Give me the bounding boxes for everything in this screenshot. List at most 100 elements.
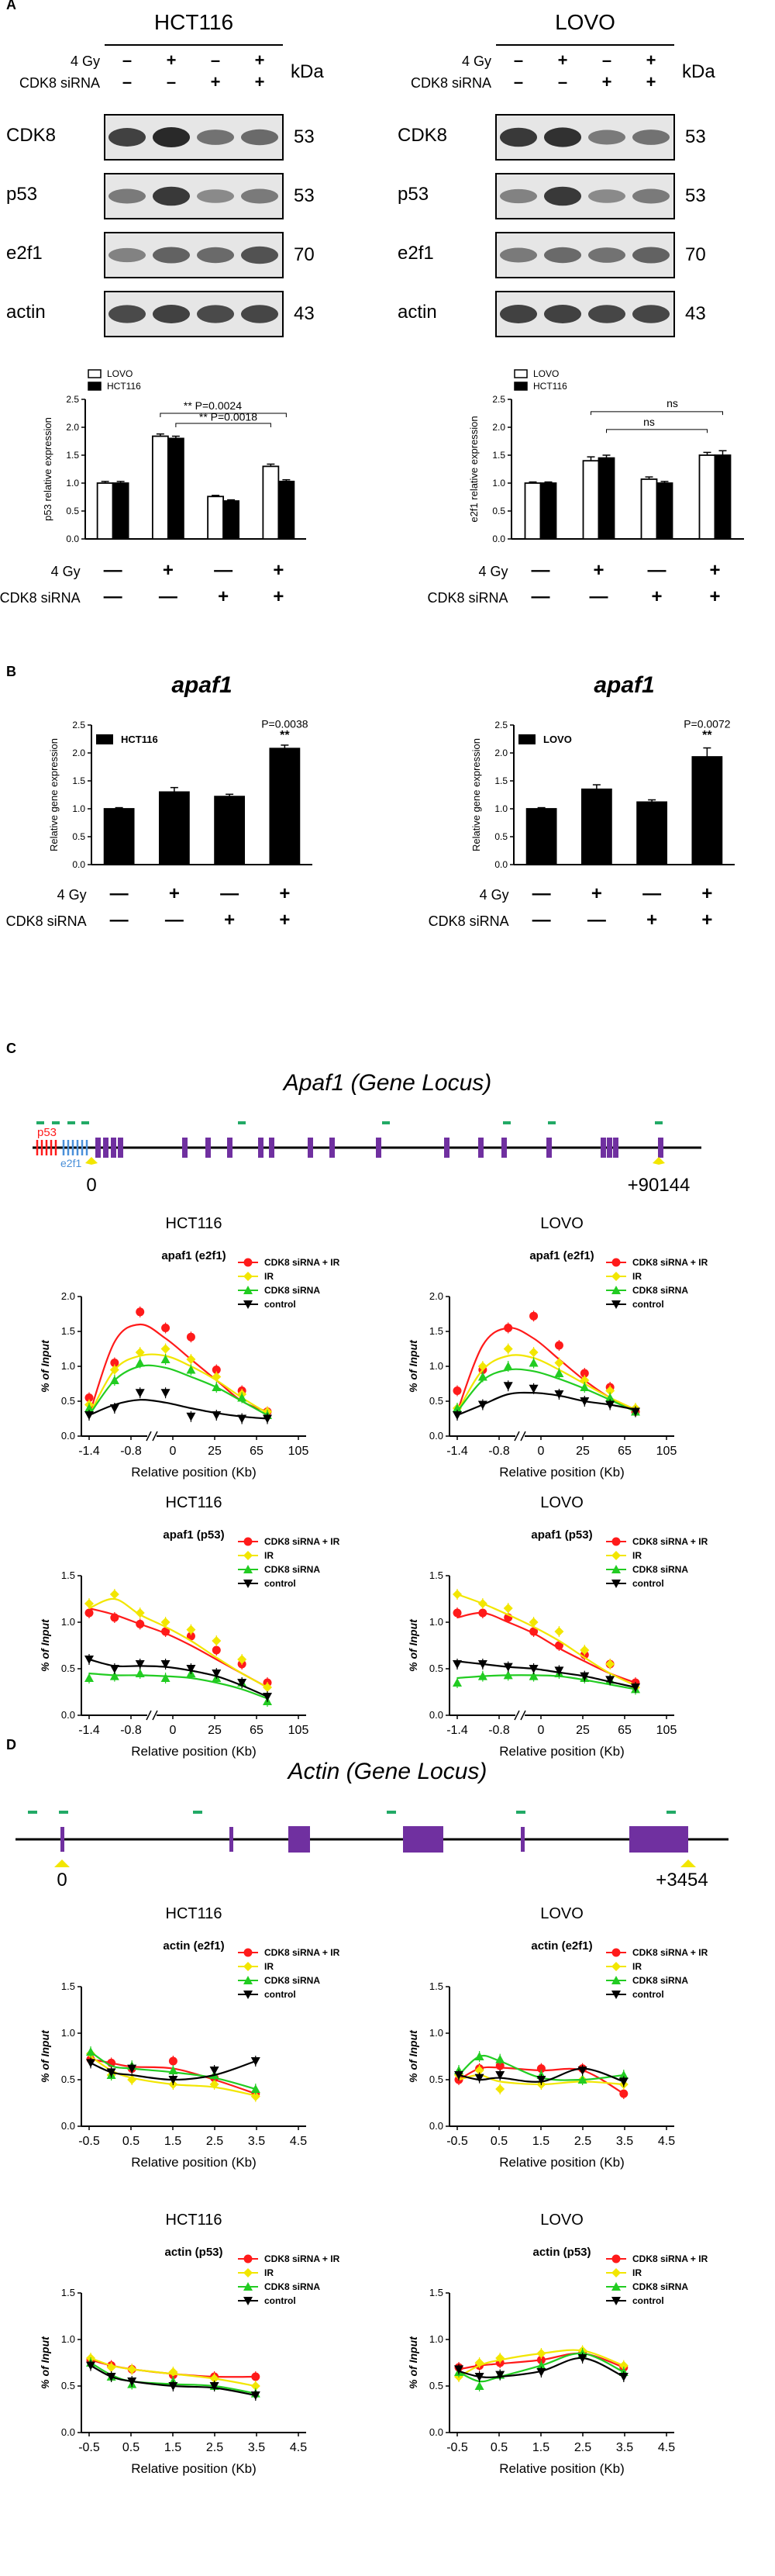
data-point: [554, 1641, 563, 1650]
legend-label: CDK8 siRNA + IR: [264, 1536, 340, 1547]
data-point: [611, 1286, 621, 1294]
y-axis-label: % of Input: [39, 2029, 51, 2083]
tss-marker: [85, 1157, 98, 1165]
blot-band: [197, 189, 234, 203]
legend-label: LOVO: [107, 368, 133, 379]
blot-band: [241, 246, 278, 264]
y-tick-label: 1.5: [66, 450, 79, 461]
y-tick-label: 1.0: [494, 803, 508, 814]
line-chart-apaf1-e2f1-lovo: LOVO apaf1 (e2f1) 0.0 0.5 1.0 1.5 2.0 % of Inpu…: [407, 1215, 708, 1480]
blot-band: [588, 129, 625, 145]
treatment-sign: +: [163, 560, 174, 581]
cell-line-header: HCT116: [166, 1494, 222, 1511]
blot-band: [241, 129, 278, 146]
x-tick-label: -0.8: [488, 1445, 510, 1458]
chart-title: apaf1 (e2f1): [161, 1249, 226, 1262]
data-point: [243, 1991, 253, 1999]
data-point: [504, 1324, 513, 1332]
data-point: [474, 2052, 484, 2060]
data-point: [186, 1355, 196, 1364]
treatment-sign: —: [104, 560, 122, 581]
x-axis-label: Relative position (Kb): [499, 1465, 625, 1480]
treatment-sign: –: [558, 72, 567, 92]
data-point: [212, 1670, 222, 1678]
data-point: [110, 1359, 119, 1367]
exon: [269, 1138, 274, 1158]
data-point: [127, 2064, 137, 2074]
blot-band: [632, 188, 670, 204]
bar-chart-apaf1-lovo: 0.0 0.5 1.0 1.5 2.0 2.5 Relative gene expressi…: [429, 672, 735, 931]
data-point: [109, 1365, 119, 1375]
y-axis-label: % of Input: [407, 2336, 419, 2389]
exon: [111, 1138, 116, 1158]
axis-break: [514, 1431, 520, 1442]
data-point: [529, 1665, 539, 1673]
data-point: [106, 2068, 116, 2077]
legend-label: HCT116: [107, 381, 141, 392]
treatment-sign: +: [169, 883, 180, 904]
data-point: [453, 1404, 462, 1412]
sig-annotation: ** P=0.0024: [184, 399, 242, 412]
data-point: [605, 1386, 615, 1396]
line-chart-actin-e2f1-hct: HCT116 actin (e2f1) 0.0 0.5 1.0 1.5 % of Input…: [39, 1905, 340, 2170]
data-point: [453, 1590, 462, 1599]
legend-label: CDK8 siRNA + IR: [632, 1947, 708, 1958]
data-point: [495, 2061, 505, 2070]
treatment-sign: +: [701, 883, 712, 904]
exon: [601, 1138, 606, 1158]
data-point: [109, 1590, 119, 1599]
kda-value: 43: [294, 303, 315, 324]
data-point: [243, 1551, 253, 1560]
data-point: [453, 1608, 462, 1618]
sig-annotation: **: [702, 729, 712, 742]
y-tick-label: 1.5: [429, 2287, 443, 2298]
blot-band: [153, 247, 190, 264]
data-point: [212, 1366, 221, 1374]
legend-label: IR: [632, 1550, 642, 1561]
p53-site-label: p53: [37, 1126, 57, 1139]
data-point: [135, 1389, 145, 1398]
y-tick-label: 2.5: [492, 394, 505, 405]
data-point: [453, 1386, 462, 1395]
locus-title: Apaf1 (Gene Locus): [282, 1070, 492, 1096]
data-point: [503, 1362, 513, 1370]
data-point: [160, 1389, 170, 1398]
data-point: [580, 1645, 590, 1655]
blot-band: [588, 305, 625, 323]
treatment-sign: +: [602, 72, 612, 92]
chart-title: actin (p53): [164, 2246, 222, 2259]
data-point: [605, 1676, 615, 1685]
legend-label: control: [264, 2295, 296, 2306]
exon: [478, 1138, 484, 1158]
sig-bracket: [160, 413, 287, 418]
sig-annotation: P=0.0038: [261, 718, 308, 730]
blot-band: [197, 129, 234, 145]
y-tick-label: 1.5: [494, 775, 508, 786]
data-point: [243, 1537, 253, 1546]
data-point: [474, 2074, 484, 2083]
data-point: [529, 1618, 539, 1627]
treatment-sign: —: [159, 586, 177, 607]
y-axis-label: % of Input: [39, 1618, 51, 1672]
data-point: [84, 1404, 94, 1412]
data-point: [618, 2070, 629, 2079]
locus-start-label: 0: [57, 1870, 67, 1891]
treatment-sign: –: [211, 50, 220, 70]
data-point: [135, 1348, 145, 1357]
exon: [205, 1138, 211, 1158]
legend-label: IR: [264, 1271, 274, 1282]
data-point: [580, 1672, 590, 1681]
data-point: [611, 2254, 621, 2263]
y-tick-label: 1.5: [429, 1325, 443, 1337]
data-point: [611, 1551, 621, 1560]
protein-label: p53: [6, 184, 37, 205]
data-point: [580, 1383, 590, 1391]
x-tick-label: 3.5: [616, 2135, 633, 2148]
treatment-sign: —: [642, 883, 661, 904]
y-tick-label: 0.5: [429, 2074, 443, 2085]
blot-band: [544, 305, 581, 323]
treatment-label: CDK8 siRNA: [0, 590, 81, 606]
exon: [607, 1138, 612, 1158]
exon: [613, 1138, 618, 1158]
x-tick-label: 25: [208, 1724, 222, 1737]
